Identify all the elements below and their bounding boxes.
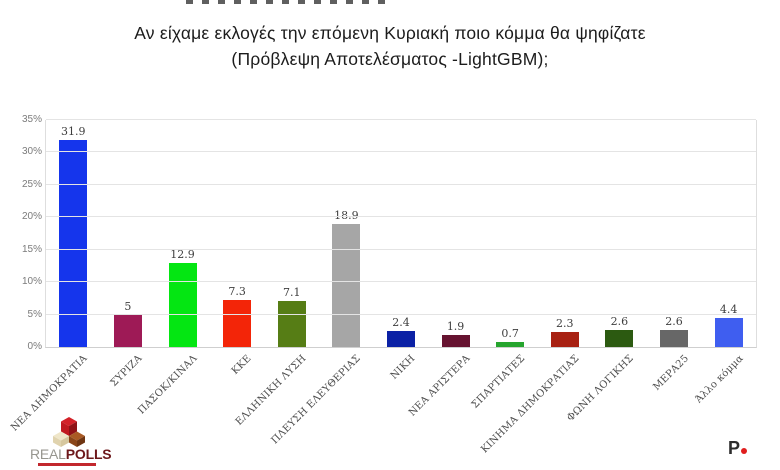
bar-value-label: 2.6 [665,315,683,329]
bar [113,314,142,347]
y-tick-label: 5% [27,308,42,320]
bar-value-label: 7.3 [228,284,246,298]
y-tick-label: 0% [27,341,42,352]
realpolls-polls-text: POLLS [65,446,112,462]
p-brand-logo: P [728,438,747,459]
bar-value-label: 31.9 [61,125,86,139]
bar [277,300,306,347]
bar-value-label: 7.1 [282,285,301,299]
x-axis-label: ΝΕΑ ΑΡΙΣΤΕΡΑ [406,353,473,419]
chart-title: Αν είχαμε εκλογές την επόμενη Κυριακή πο… [0,20,780,72]
bar [605,330,634,347]
bar-slot: 2.4 ΝΙΚΗ [374,120,429,382]
bar [332,224,361,347]
bars-container: 31.9 ΝΕΑ ΔΗΜΟΚΡΑΤΙΑ 5 ΣΥΡΙΖΑ 12.9 ΠΑΣΟΚ/ΚΙΝΑΛ… [10,120,756,455]
y-tick-label: 35% [21,114,42,125]
gridline [46,183,756,185]
x-axis-label: ΠΛΕΥΣΗ ΕΛΕΥΘΕΡΙΑΣ [269,353,364,447]
x-axis-label: ΜΕΡΑ25 [650,353,691,393]
chart-title-line1: Αν είχαμε εκλογές την επόμενη Κυριακή πο… [134,23,646,43]
bar-slot: 5 ΣΥΡΙΖΑ [101,120,156,389]
bar-slot: 1.9 ΝΕΑ ΑΡΙΣΤΕΡΑ [407,120,483,419]
x-axis-label: Άλλο κόμμα [692,353,746,406]
bar-value-label: 4.4 [719,303,738,317]
gridline [46,248,756,250]
realpolls-wordmark: REALPOLLS [30,446,140,462]
bar-value-label: 0.7 [501,327,519,341]
realpolls-real-text: REAL [30,446,66,462]
bar-slot: 12.9 ΠΑΣΟΚ/ΚΙΝΑΛ [136,120,210,416]
bar-value-label: 5 [124,299,132,313]
bar [660,330,688,347]
p-logo-letter: P [727,438,740,458]
y-tick-label: 10% [21,276,42,288]
cropped-text-fragment [186,0,391,4]
plot-area: 31.9 ΝΕΑ ΔΗΜΟΚΡΑΤΙΑ 5 ΣΥΡΙΖΑ 12.9 ΠΑΣΟΚ/ΚΙΝΑΛ… [10,119,757,455]
y-tick-label: 15% [21,243,42,255]
realpolls-tagline-bar [38,463,96,466]
y-tick-label: 25% [21,178,42,190]
x-axis-label: ΚΚΕ [229,353,254,377]
gridline [46,313,756,315]
bar-slot: 31.9 ΝΕΑ ΔΗΜΟΚΡΑΤΙΑ [10,120,101,433]
x-axis-label: ΣΥΡΙΖΑ [108,353,145,389]
bar [550,332,579,347]
bar-slot: 2.6 ΜΕΡΑ25 [647,120,702,393]
bar-slot: 18.9 ΠΛΕΥΣΗ ΕΛΕΥΘΕΡΙΑΣ [270,120,374,446]
bar [59,140,88,347]
gridline [46,151,756,153]
bar-value-label: 18.9 [334,209,359,223]
bar [168,263,197,347]
bar [496,342,525,347]
x-axis-label: ΚΙΝΗΜΑ ΔΗΜΟΚΡΑΤΙΑΣ [479,353,582,456]
bar-value-label: 2.6 [610,315,629,329]
bar-slot: 2.3 ΚΙΝΗΜΑ ΔΗΜΟΚΡΑΤΙΑΣ [479,120,592,455]
bar-value-label: 2.4 [392,316,410,330]
bar [223,299,252,347]
bar-slot: 7.1 ΕΛΛΗΝΙΚΗ ΛΥΣΗ [234,120,319,428]
bar-slot: 2.6 ΦΩΝΗ ΛΟΓΙΚΗΣ [565,120,647,424]
gridline [46,281,756,283]
realpolls-logo: REALPOLLS [30,416,140,466]
bar-slot: 0.7 ΣΠΑΡΤΙΑΤΕΣ [469,120,538,410]
gridline [46,119,756,120]
p-logo-red-dot-icon [741,448,747,454]
y-tick-label: 20% [21,211,42,223]
x-axis-label: ΣΠΑΡΤΙΑΤΕΣ [469,353,527,411]
bar [441,334,470,347]
bar-value-label: 2.3 [556,317,574,331]
y-tick-label: 30% [21,146,42,158]
bar-slot: 4.4 Άλλο κόμμα [693,120,756,405]
bar-slot: 7.3 ΚΚΕ [210,120,265,377]
chart-title-line2: (Πρόβλεψη Αποτελέσματος -LightGBM); [231,49,549,69]
bar-value-label: 12.9 [170,248,195,262]
gridline [46,216,756,218]
bar [386,331,415,347]
bar [714,318,743,347]
x-axis-label: ΠΑΣΟΚ/ΚΙΝΑΛ [135,353,200,417]
bar-value-label: 1.9 [446,319,465,333]
x-axis-label: ΝΙΚΗ [388,353,418,382]
realpolls-cube-icon [53,417,85,447]
